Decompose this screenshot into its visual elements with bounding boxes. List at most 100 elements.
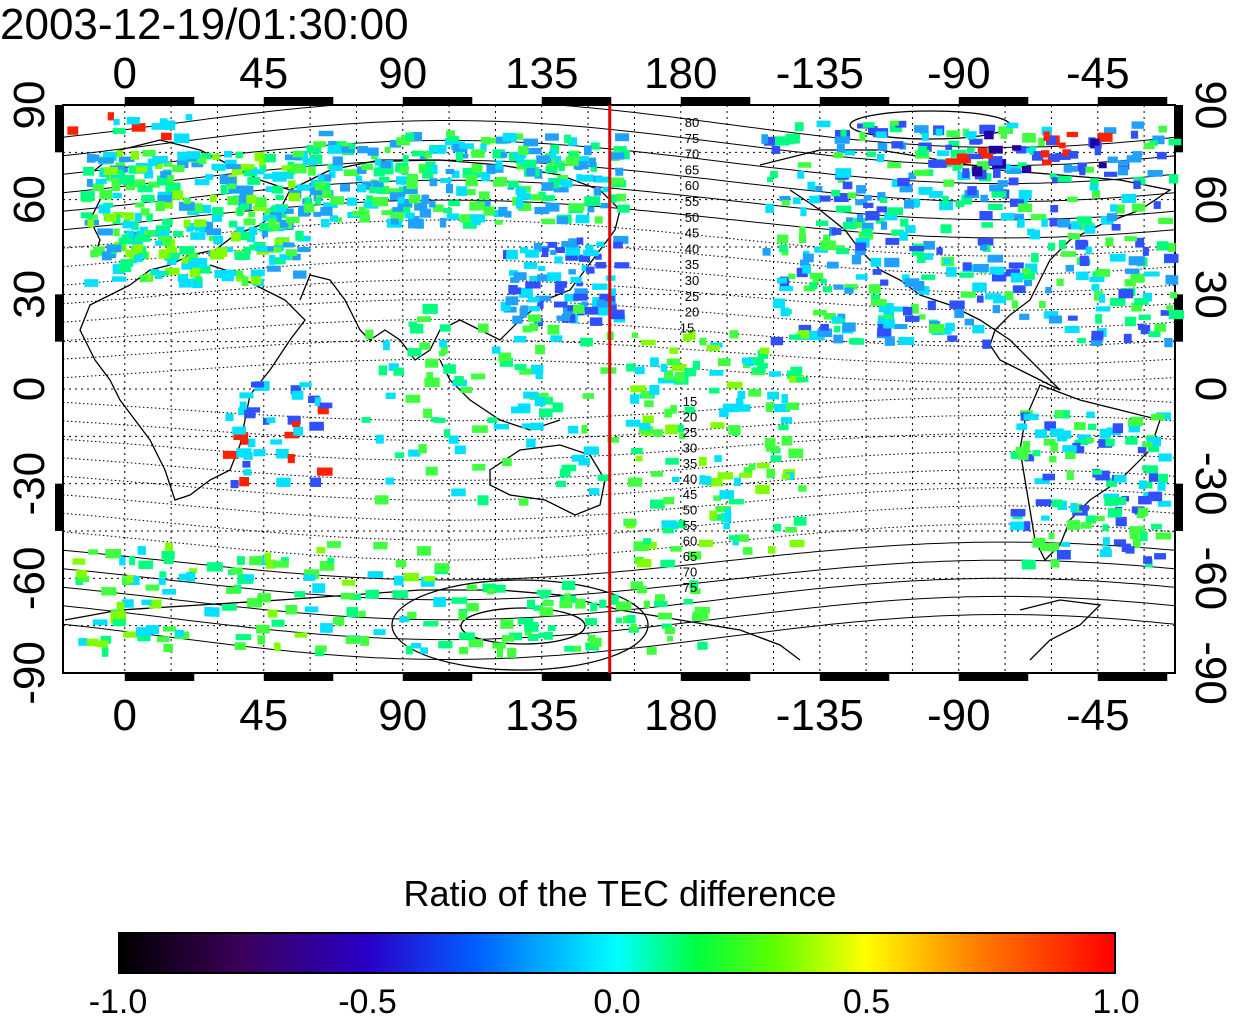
tec-patch bbox=[820, 278, 827, 284]
tec-patch bbox=[459, 647, 469, 655]
tec-patch bbox=[770, 337, 784, 346]
tec-patch bbox=[921, 274, 936, 280]
tec-patch bbox=[794, 122, 804, 132]
tec-patch bbox=[423, 576, 436, 582]
contour-line bbox=[62, 338, 1176, 366]
tec-patch bbox=[495, 176, 507, 187]
tec-patch bbox=[378, 165, 394, 175]
tec-patch bbox=[211, 214, 223, 222]
tec-patch bbox=[614, 262, 630, 269]
contour-line bbox=[62, 279, 1176, 311]
tec-patch bbox=[454, 376, 464, 384]
tec-patch bbox=[710, 513, 725, 521]
tec-patch bbox=[859, 131, 866, 142]
tec-patch bbox=[1095, 314, 1103, 324]
tec-patch bbox=[580, 337, 593, 347]
top-tick-segment bbox=[124, 97, 195, 105]
tec-patch bbox=[270, 439, 282, 445]
tec-patch bbox=[921, 131, 929, 141]
tec-patch bbox=[88, 154, 100, 162]
tec-patch bbox=[346, 197, 354, 206]
tec-patch bbox=[165, 182, 181, 193]
tec-patch bbox=[764, 136, 776, 146]
tec-patch bbox=[406, 174, 419, 183]
tec-patch bbox=[960, 291, 976, 298]
tec-patch bbox=[99, 189, 113, 200]
tec-patch bbox=[443, 429, 451, 438]
tec-patch bbox=[1095, 268, 1111, 277]
tec-patch bbox=[268, 218, 277, 229]
tec-patch bbox=[310, 477, 322, 487]
tec-patch bbox=[556, 216, 569, 225]
tec-patch bbox=[258, 157, 266, 166]
tec-patch bbox=[285, 249, 297, 257]
tec-patch bbox=[1099, 293, 1106, 303]
tec-patch bbox=[1066, 470, 1074, 481]
tec-patch bbox=[231, 231, 241, 242]
tec-patch bbox=[1043, 131, 1050, 142]
tec-patch bbox=[228, 270, 243, 276]
tec-patch bbox=[1018, 452, 1029, 461]
tec-patch bbox=[397, 199, 413, 208]
tec-patch bbox=[98, 204, 111, 214]
tec-patch bbox=[1168, 138, 1182, 146]
tec-patch bbox=[706, 344, 720, 351]
tec-patch bbox=[98, 157, 114, 164]
tec-patch bbox=[826, 261, 839, 269]
tec-patch bbox=[1160, 310, 1174, 316]
tec-patch bbox=[1035, 499, 1052, 507]
tec-patch bbox=[251, 381, 264, 388]
tec-patch bbox=[1098, 439, 1113, 448]
lon-tick-label: -135 bbox=[776, 49, 864, 98]
tec-patch bbox=[1102, 546, 1111, 554]
tec-patch bbox=[490, 584, 506, 593]
tec-patch bbox=[472, 425, 488, 433]
tec-patch bbox=[555, 481, 566, 488]
tec-patch bbox=[358, 610, 366, 618]
tec-patch bbox=[129, 575, 140, 586]
tec-patch bbox=[330, 196, 345, 205]
tec-patch bbox=[718, 358, 731, 367]
tec-patch bbox=[1109, 297, 1126, 306]
tec-patch bbox=[736, 398, 744, 408]
contour-line bbox=[62, 299, 1176, 329]
tec-patch bbox=[241, 276, 249, 286]
tec-patch bbox=[1106, 213, 1117, 222]
tec-patch bbox=[539, 408, 553, 418]
tec-patch bbox=[1130, 130, 1139, 139]
bottom-tick-segment bbox=[402, 673, 473, 681]
tec-patch bbox=[743, 467, 753, 476]
tec-patch bbox=[1155, 532, 1172, 540]
tec-patch bbox=[240, 438, 249, 445]
tec-patch bbox=[977, 238, 994, 246]
tec-patch bbox=[561, 580, 576, 591]
tec-patch bbox=[317, 467, 333, 476]
tec-patch bbox=[186, 571, 196, 582]
tec-patch bbox=[186, 226, 194, 232]
tec-patch bbox=[781, 394, 789, 404]
tec-patch bbox=[607, 194, 617, 203]
tec-patch bbox=[905, 315, 920, 322]
tec-patch bbox=[204, 606, 212, 617]
tec-patch bbox=[140, 208, 150, 216]
tec-patch bbox=[542, 195, 555, 202]
tec-patch bbox=[943, 179, 954, 187]
tec-patch bbox=[956, 153, 971, 164]
tec-patch bbox=[642, 541, 657, 549]
tec-patch bbox=[346, 607, 359, 618]
tec-patch bbox=[158, 249, 170, 259]
tec-patch bbox=[997, 180, 1008, 187]
tec-patch bbox=[530, 364, 544, 375]
tec-patch bbox=[786, 402, 799, 410]
top-tick-segment bbox=[541, 97, 612, 105]
contour-line bbox=[62, 433, 1176, 461]
tec-patch bbox=[512, 315, 523, 324]
tec-patch bbox=[403, 185, 418, 195]
tec-patch bbox=[176, 159, 189, 169]
tec-patch bbox=[315, 190, 332, 198]
tec-patch bbox=[429, 178, 438, 187]
tec-patch bbox=[515, 187, 527, 195]
tec-patch bbox=[243, 246, 251, 255]
tec-patch bbox=[271, 257, 286, 265]
tec-patch bbox=[209, 235, 216, 241]
